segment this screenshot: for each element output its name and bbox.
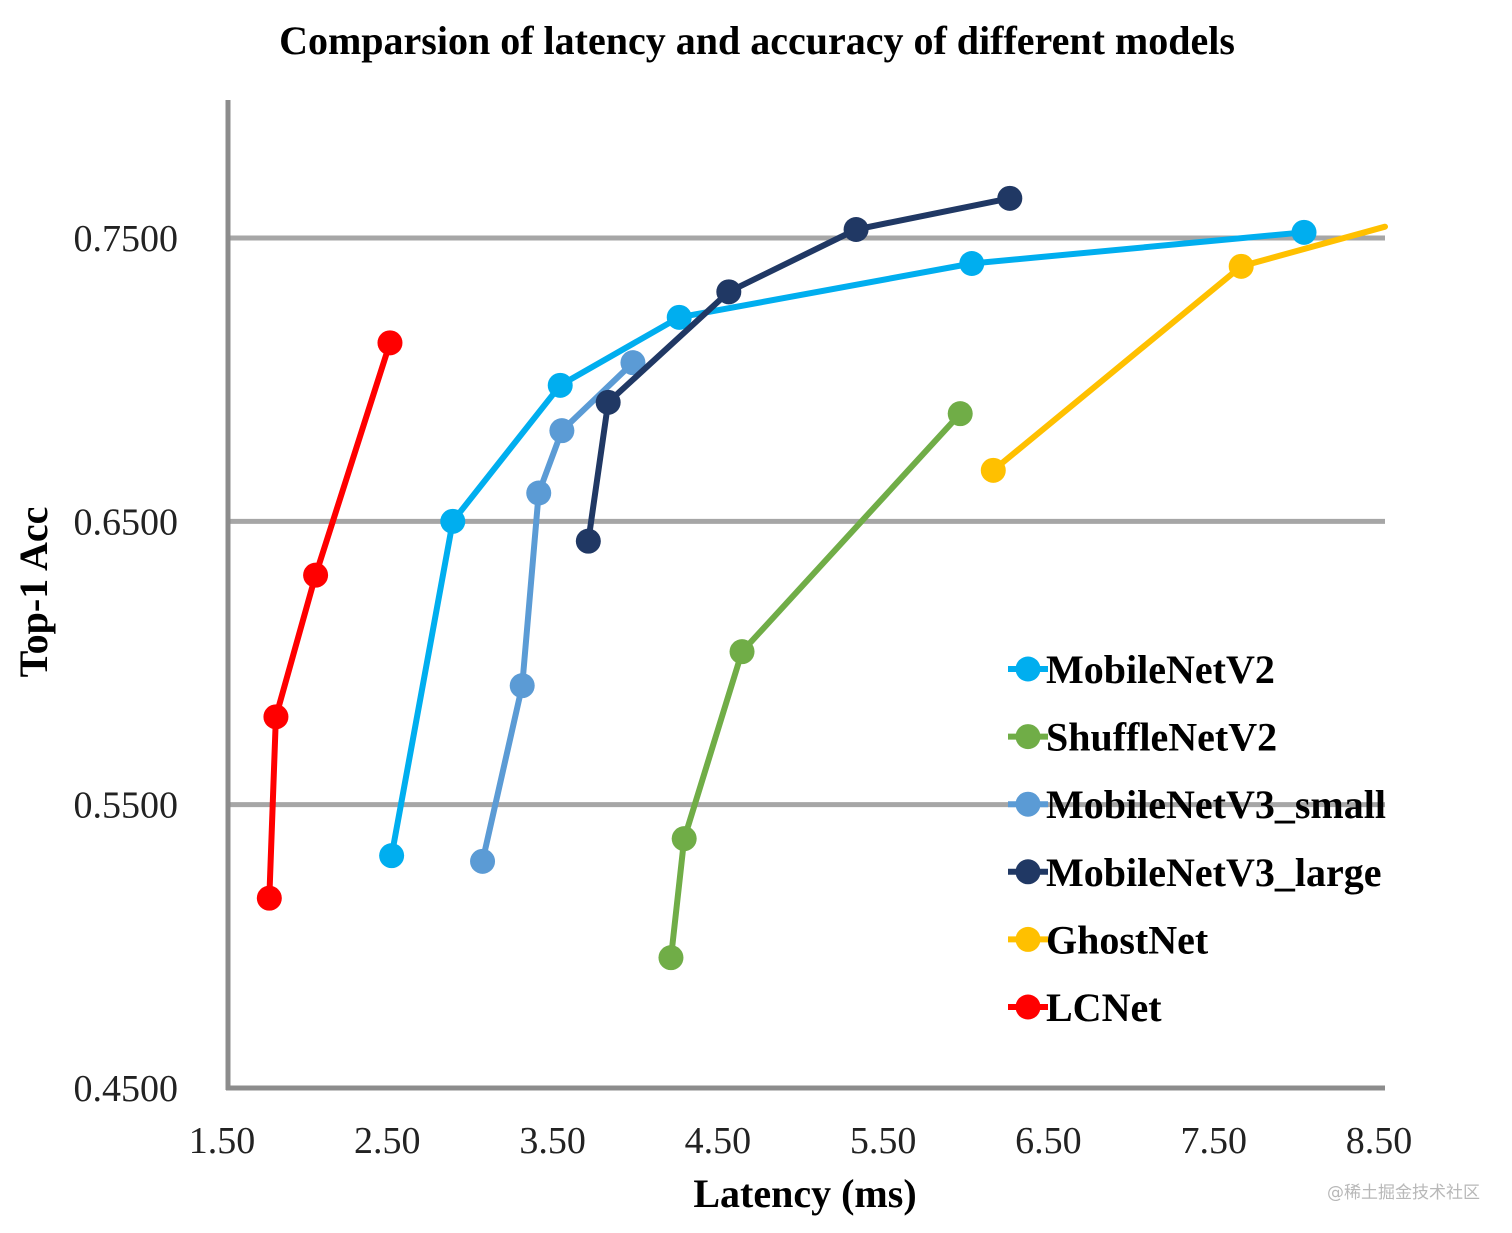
series-lcnet xyxy=(256,330,403,911)
x-tick-label: 6.50 xyxy=(1015,1120,1082,1162)
series-line-mobilenetv2 xyxy=(388,229,1307,859)
data-point-mobilenetv3-large xyxy=(595,389,621,415)
series-mobilenetv3-small xyxy=(470,350,646,874)
legend-label-mobilenetv3-large: MobileNetV3_large xyxy=(1046,850,1381,895)
legend-item-shufflenetv2: ShuffleNetV2 xyxy=(1008,715,1277,760)
x-tick-labels: 1.50 2.50 3.50 4.50 5.50 6.50 7.50 8.50 xyxy=(189,1120,1413,1162)
axes xyxy=(225,100,1385,1091)
series-line-lcnet xyxy=(266,339,393,902)
legend-item-ghostnet: GhostNet xyxy=(1008,917,1209,962)
data-point-mobilenetv3-small xyxy=(620,350,646,376)
data-point-ghostnet xyxy=(1228,253,1254,279)
series-group xyxy=(256,185,1388,971)
legend-label-mobilenetv2: MobileNetV2 xyxy=(1046,647,1275,692)
watermark: @稀土掘金技术社区 xyxy=(1327,1183,1480,1203)
x-tick-label: 1.50 xyxy=(189,1120,256,1162)
data-point-mobilenetv3-large xyxy=(716,279,742,305)
legend-marker-mobilenetv3-large xyxy=(1015,859,1041,885)
chart-title: Comparsion of latency and accuracy of di… xyxy=(279,18,1235,63)
series-line-ghostnet xyxy=(990,223,1388,474)
x-tick-label: 7.50 xyxy=(1180,1120,1247,1162)
data-point-shufflenetv2 xyxy=(729,639,755,665)
data-point-mobilenetv3-small xyxy=(509,673,535,699)
x-tick-label: 3.50 xyxy=(519,1120,586,1162)
y-tick-label: 0.4500 xyxy=(74,1068,179,1110)
series-mobilenetv3-large xyxy=(575,185,1023,554)
data-point-lcnet xyxy=(256,885,282,911)
y-axis-label: Top-1 Acc xyxy=(11,507,56,678)
data-point-mobilenetv3-large xyxy=(997,185,1023,211)
legend-label-ghostnet: GhostNet xyxy=(1046,917,1209,962)
gridlines xyxy=(228,235,1385,808)
y-tick-label: 0.6500 xyxy=(74,501,179,543)
legend-marker-mobilenetv3-small xyxy=(1015,791,1041,817)
legend-marker-lcnet xyxy=(1015,994,1041,1020)
data-point-mobilenetv2 xyxy=(1291,219,1317,245)
legend-label-mobilenetv3-small: MobileNetV3_small xyxy=(1046,782,1386,827)
legend-item-mobilenetv3-small: MobileNetV3_small xyxy=(1008,782,1386,827)
x-tick-label: 2.50 xyxy=(354,1120,421,1162)
data-point-mobilenetv3-small xyxy=(549,418,575,444)
legend-marker-ghostnet xyxy=(1015,926,1041,952)
data-point-mobilenetv2 xyxy=(440,508,466,534)
legend-marker-shufflenetv2 xyxy=(1015,724,1041,750)
legend: MobileNetV2 ShuffleNetV2 MobileNetV3_small… xyxy=(1008,647,1386,1030)
series-line-shufflenetv2 xyxy=(668,410,964,961)
series-shufflenetv2 xyxy=(658,401,973,971)
data-point-mobilenetv3-large xyxy=(575,528,601,554)
x-axis-label: Latency (ms) xyxy=(693,1171,916,1216)
data-point-mobilenetv2 xyxy=(666,304,692,330)
data-point-shufflenetv2 xyxy=(947,401,973,427)
data-point-mobilenetv3-small xyxy=(526,480,552,506)
series-ghostnet xyxy=(980,223,1388,483)
legend-item-mobilenetv3-large: MobileNetV3_large xyxy=(1008,850,1381,895)
data-point-ghostnet xyxy=(980,457,1006,483)
data-point-mobilenetv3-large xyxy=(843,217,869,242)
data-point-mobilenetv2 xyxy=(959,251,985,276)
legend-label-lcnet: LCNet xyxy=(1046,985,1162,1030)
legend-label-shufflenetv2: ShuffleNetV2 xyxy=(1046,715,1277,760)
y-tick-label: 0.7500 xyxy=(74,218,179,260)
data-point-lcnet xyxy=(263,704,289,730)
data-point-mobilenetv2 xyxy=(547,372,573,398)
y-tick-labels: 0.4500 0.5500 0.6500 0.7500 xyxy=(74,218,179,1110)
data-point-lcnet xyxy=(303,562,329,588)
data-point-mobilenetv3-small xyxy=(470,848,496,874)
data-point-mobilenetv2 xyxy=(379,843,405,869)
x-tick-label: 5.50 xyxy=(850,1120,917,1162)
data-point-shufflenetv2 xyxy=(658,945,684,971)
series-mobilenetv2 xyxy=(379,219,1317,869)
data-point-lcnet xyxy=(377,330,403,356)
legend-item-lcnet: LCNet xyxy=(1008,985,1162,1030)
legend-marker-mobilenetv2 xyxy=(1015,656,1041,682)
x-tick-label: 8.50 xyxy=(1346,1120,1413,1162)
data-point-shufflenetv2 xyxy=(671,826,697,852)
legend-item-mobilenetv2: MobileNetV2 xyxy=(1008,647,1275,692)
y-tick-label: 0.5500 xyxy=(74,785,179,827)
series-line-mobilenetv3-large xyxy=(585,195,1013,545)
x-tick-label: 4.50 xyxy=(685,1120,752,1162)
